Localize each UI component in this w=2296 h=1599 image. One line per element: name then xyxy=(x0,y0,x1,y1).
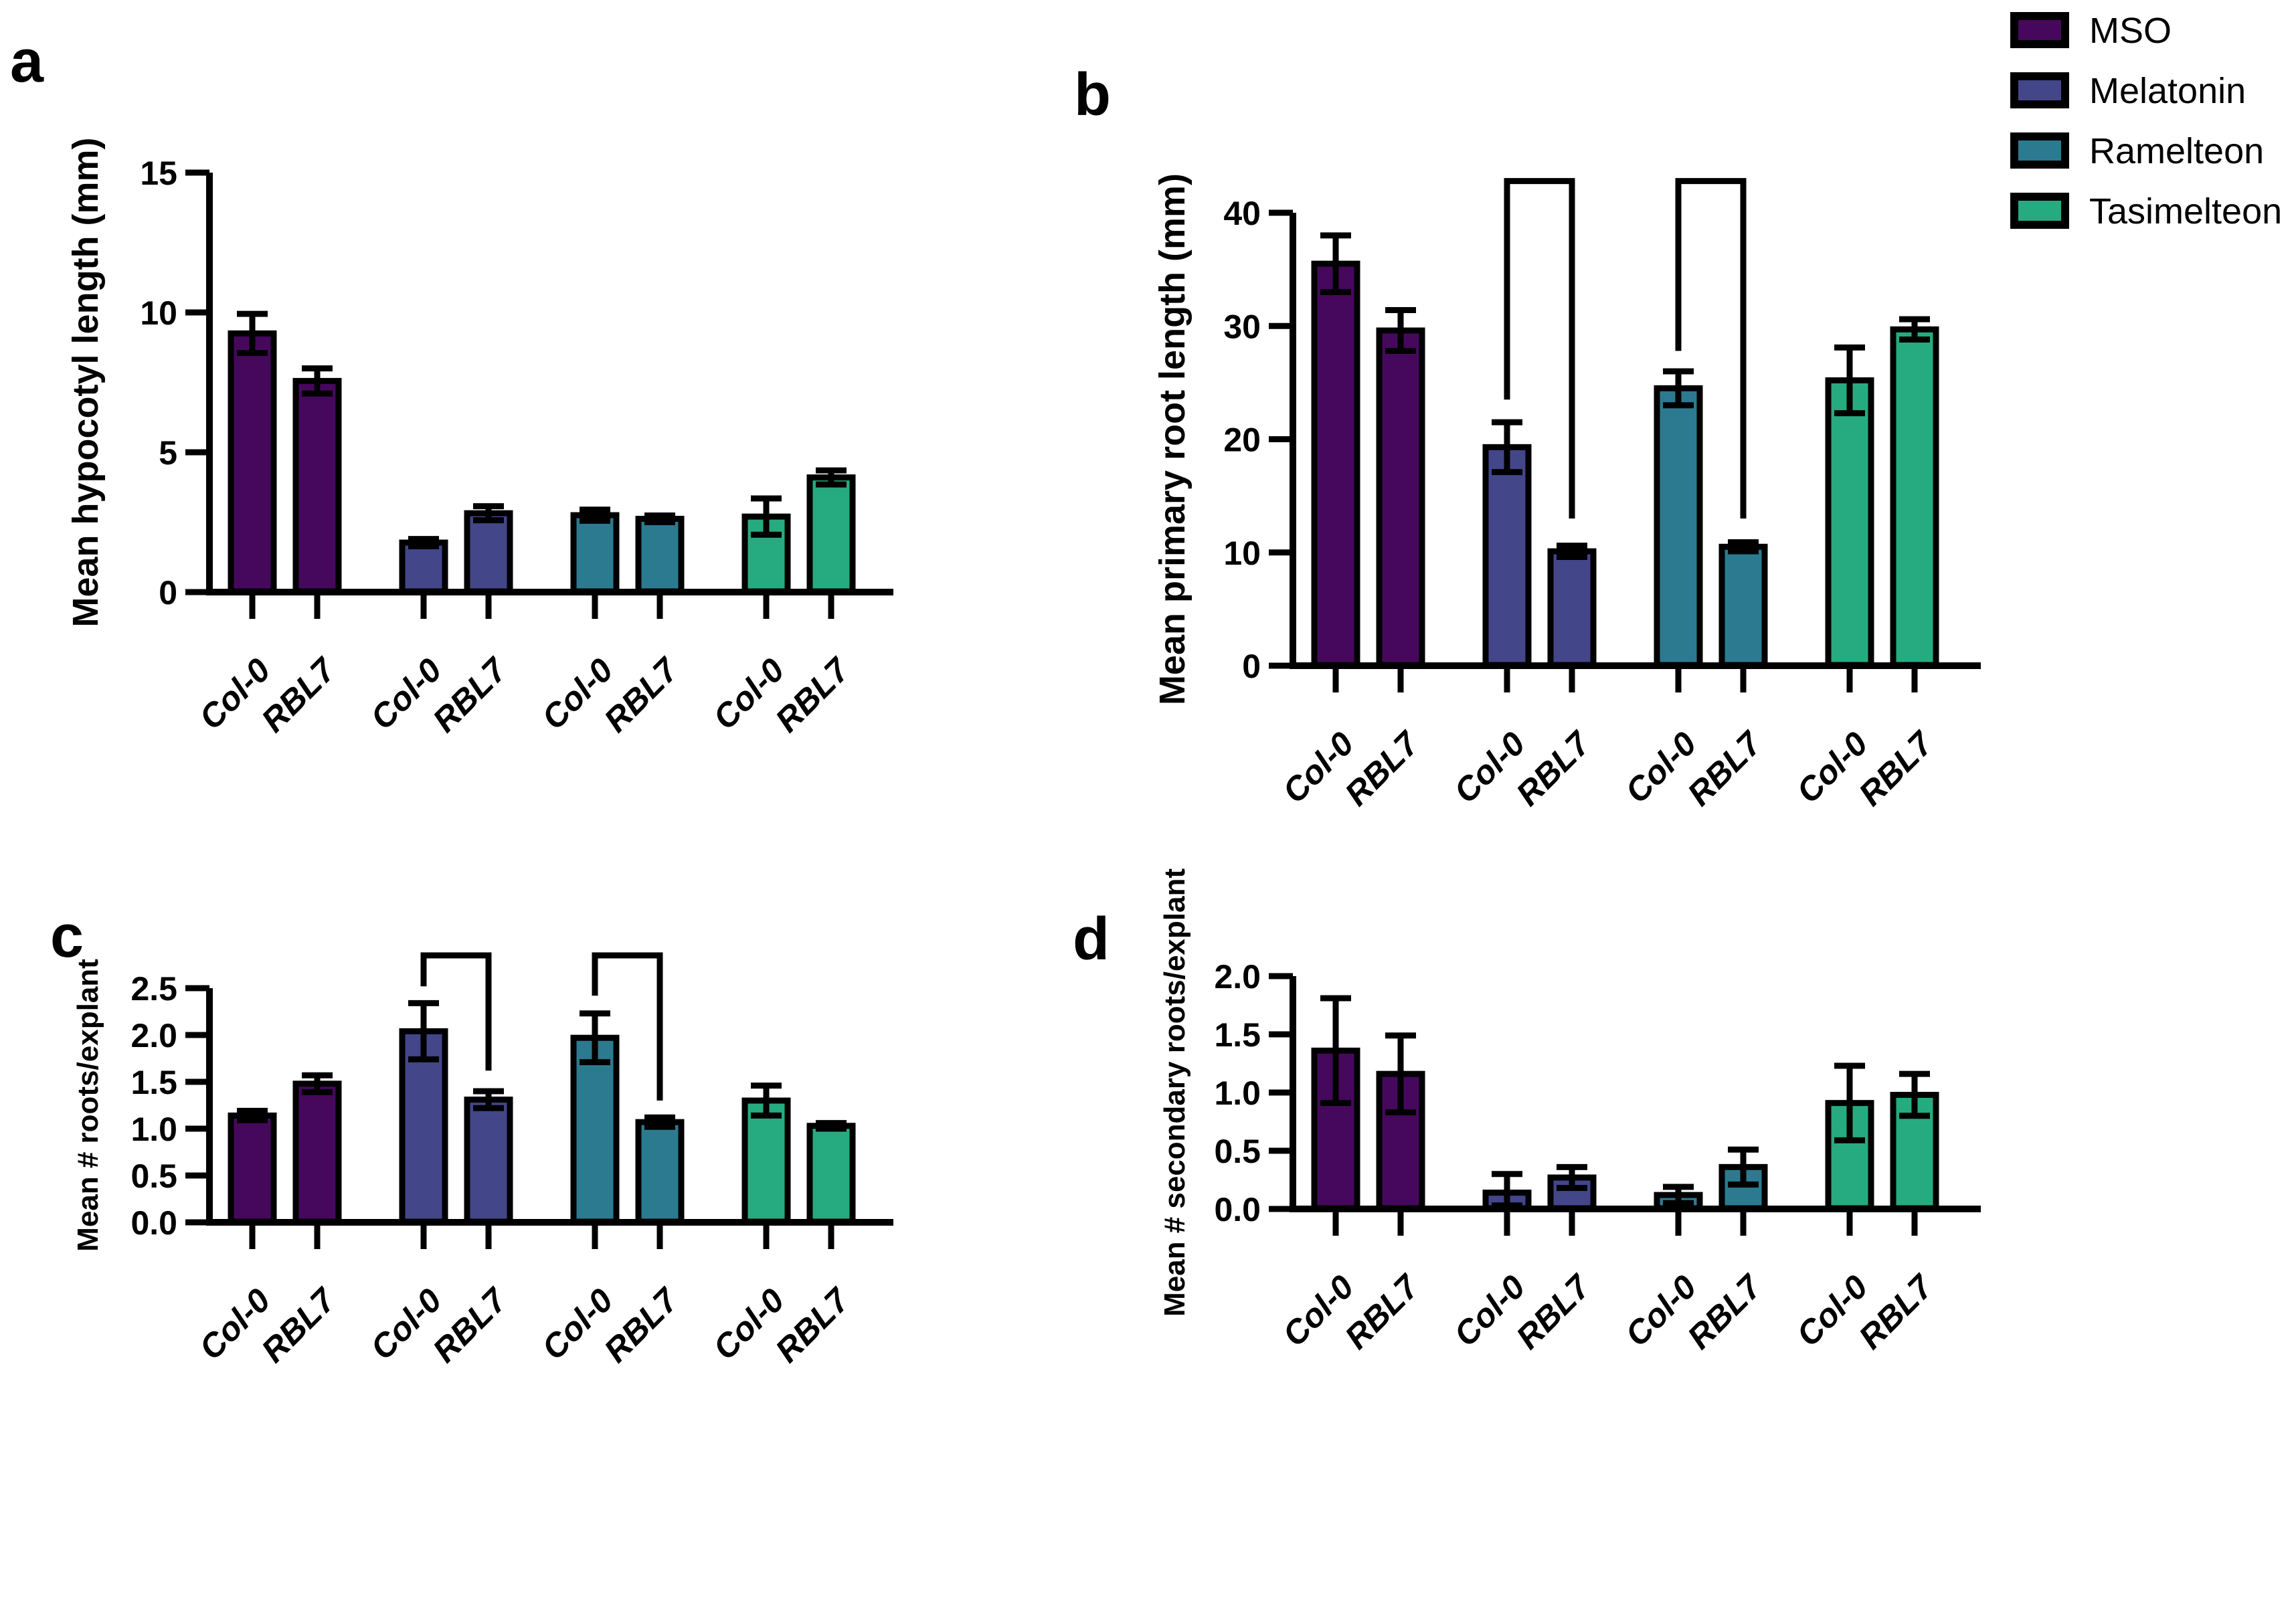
y-tick-label-d: 1.0 xyxy=(1214,1074,1261,1112)
bar-a-MSO-RBL7 xyxy=(292,377,342,595)
panel-letter-a: a xyxy=(10,28,44,95)
x-tick-label-d: RBL7 xyxy=(1338,1267,1427,1356)
significance-bracket-c xyxy=(420,952,492,1071)
y-tick-label-b: 30 xyxy=(1223,308,1261,345)
panel-letter-c: c xyxy=(50,903,84,970)
x-tick-label-c: RBL7 xyxy=(768,1281,857,1370)
x-tick-label-c: RBL7 xyxy=(254,1281,343,1370)
legend-label-Ramelteon: Ramelteon xyxy=(2089,131,2264,171)
x-tick-label-c: RBL7 xyxy=(597,1281,686,1370)
bar-b-MSO-RBL7 xyxy=(1376,327,1425,668)
bar-b-Tasimelteon-RBL7 xyxy=(1890,326,1939,668)
x-tick-label-a: RBL7 xyxy=(597,650,686,739)
x-tick-label-c: RBL7 xyxy=(426,1281,515,1370)
y-tick-label-a: 5 xyxy=(159,434,177,472)
y-tick-label-c: 2.0 xyxy=(130,1017,177,1054)
y-tick-label-c: 1.0 xyxy=(130,1111,177,1148)
panel-letter-d: d xyxy=(1073,906,1110,973)
significance-bracket-c xyxy=(592,952,663,1101)
y-axis-title-d: Mean # secondary roots/explant xyxy=(1158,868,1191,1317)
bar-c-MSO-Col-0 xyxy=(228,1112,277,1225)
bar-a-Melatonin-Col-0 xyxy=(399,539,448,595)
y-tick-label-d: 2.0 xyxy=(1214,958,1261,996)
y-tick-label-d: 0.0 xyxy=(1214,1191,1261,1228)
x-tick-label-d: RBL7 xyxy=(1680,1267,1769,1356)
y-tick-label-a: 15 xyxy=(140,155,177,192)
y-tick-label-d: 1.5 xyxy=(1214,1016,1261,1054)
x-tick-label-a: RBL7 xyxy=(426,650,515,739)
x-tick-label-b: RBL7 xyxy=(1852,724,1941,813)
y-tick-label-b: 40 xyxy=(1223,195,1261,232)
x-tick-label-b: RBL7 xyxy=(1338,724,1427,813)
bar-b-Melatonin-Col-0 xyxy=(1482,444,1532,668)
x-tick-label-d: RBL7 xyxy=(1852,1267,1941,1356)
y-tick-label-a: 10 xyxy=(140,294,177,332)
bar-b-Ramelteon-RBL7 xyxy=(1718,543,1768,668)
bar-a-Melatonin-RBL7 xyxy=(464,510,513,595)
x-tick-label-a: RBL7 xyxy=(254,650,343,739)
legend-label-Tasimelteon: Tasimelteon xyxy=(2089,191,2282,231)
bar-a-MSO-Col-0 xyxy=(228,330,277,595)
bar-b-MSO-Col-0 xyxy=(1311,260,1360,668)
legend-swatch-Tasimelteon xyxy=(2010,193,2069,229)
legend-swatch-Melatonin xyxy=(2010,72,2069,108)
bar-c-Ramelteon-RBL7 xyxy=(635,1119,685,1225)
bar-c-Tasimelteon-Col-0 xyxy=(741,1097,791,1225)
bar-d-MSO-Col-0 xyxy=(1311,1047,1360,1212)
bar-c-Melatonin-Col-0 xyxy=(399,1028,448,1225)
bar-b-Ramelteon-Col-0 xyxy=(1654,385,1703,668)
y-tick-label-c: 0.5 xyxy=(130,1157,177,1195)
y-axis-title-c: Mean # roots/explant xyxy=(72,959,104,1252)
y-tick-label-b: 0 xyxy=(1242,648,1261,685)
legend-label-MSO: MSO xyxy=(2089,11,2172,51)
bar-c-Ramelteon-Col-0 xyxy=(570,1034,620,1225)
y-axis-title-b: Mean primary root length (mm) xyxy=(1152,173,1193,705)
bar-c-MSO-RBL7 xyxy=(292,1080,342,1225)
x-tick-label-a: RBL7 xyxy=(768,650,857,739)
x-tick-label-b: RBL7 xyxy=(1680,724,1769,813)
x-tick-label-d: RBL7 xyxy=(1509,1267,1598,1356)
y-axis-title-a: Mean hypocotyl length (mm) xyxy=(66,137,106,627)
significance-bracket-b xyxy=(1504,178,1575,519)
y-tick-label-c: 0.0 xyxy=(130,1204,177,1242)
y-tick-label-c: 2.5 xyxy=(130,970,177,1008)
legend-swatch-MSO xyxy=(2010,12,2069,48)
legend-label-Melatonin: Melatonin xyxy=(2089,71,2246,111)
bar-a-Tasimelteon-RBL7 xyxy=(806,474,856,595)
significance-bracket-b xyxy=(1675,178,1747,519)
bar-c-Tasimelteon-RBL7 xyxy=(806,1123,856,1225)
bar-b-Melatonin-RBL7 xyxy=(1547,548,1597,668)
bar-c-Melatonin-RBL7 xyxy=(464,1097,513,1225)
y-tick-label-c: 1.5 xyxy=(130,1064,177,1101)
bar-b-Tasimelteon-Col-0 xyxy=(1825,377,1874,668)
panel-letter-b: b xyxy=(1074,62,1111,128)
legend-swatch-Ramelteon xyxy=(2010,132,2069,169)
y-tick-label-a: 0 xyxy=(159,574,177,612)
bar-a-Ramelteon-RBL7 xyxy=(635,515,685,595)
y-tick-label-b: 10 xyxy=(1223,535,1261,572)
y-tick-label-b: 20 xyxy=(1223,421,1261,459)
bar-a-Ramelteon-Col-0 xyxy=(570,512,620,595)
y-tick-label-d: 0.5 xyxy=(1214,1133,1261,1170)
x-tick-label-b: RBL7 xyxy=(1509,724,1598,813)
